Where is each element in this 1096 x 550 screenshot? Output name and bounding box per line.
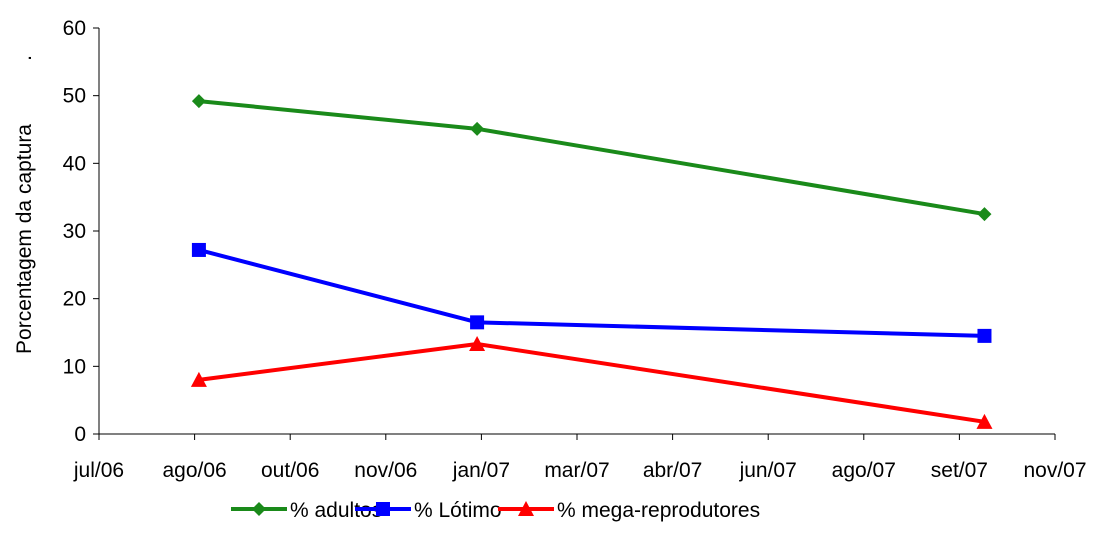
legend-label: % mega-reprodutores <box>557 499 760 522</box>
data-point <box>190 371 207 387</box>
legend-item: % Lótimo <box>355 499 502 522</box>
x-tick-label: jul/06 <box>73 459 124 482</box>
data-point <box>470 315 485 330</box>
legend-marker <box>518 501 534 516</box>
x-tick-label: out/06 <box>261 459 319 482</box>
legend-marker <box>252 502 266 516</box>
legend-marker <box>376 502 390 516</box>
x-tick-label: abr/07 <box>643 459 703 482</box>
series-1 <box>191 242 992 343</box>
y-axis-title-suffix: . <box>13 55 36 61</box>
y-tick-label: 50 <box>63 85 86 108</box>
x-tick-label: mar/07 <box>544 459 609 482</box>
data-point <box>191 242 206 257</box>
legend-label: % Lótimo <box>414 499 502 522</box>
y-tick-label: 30 <box>63 220 86 243</box>
legend: % adultos % Lótimo % mega-reprodutores <box>231 499 760 522</box>
y-axis-title: Porcentagem da captura <box>13 124 36 354</box>
series-lines <box>190 94 993 429</box>
data-point <box>976 413 993 429</box>
legend-item: % mega-reprodutores <box>498 499 760 522</box>
y-tick-label: 20 <box>63 288 86 311</box>
x-tick-label: nov/07 <box>1023 459 1086 482</box>
data-point <box>191 94 206 109</box>
y-tick-label: 60 <box>63 17 86 40</box>
x-tick-label: set/07 <box>931 459 988 482</box>
axes: 0 10 20 30 40 50 60 jul/06 ago/06 out/06 nov/06 jan… <box>13 17 1087 482</box>
legend-label: % adultos <box>290 499 382 522</box>
legend-item: % adultos <box>231 499 382 522</box>
y-tick-label: 10 <box>63 355 86 378</box>
series-line <box>198 99 985 217</box>
data-point <box>977 207 992 222</box>
y-tick-label: 40 <box>63 152 86 175</box>
series-2 <box>190 336 993 429</box>
data-point <box>977 328 992 343</box>
x-tick-label: nov/06 <box>354 459 417 482</box>
y-tick-label: 0 <box>74 423 86 446</box>
data-point <box>470 121 485 136</box>
x-tick-label: ago/07 <box>832 459 896 482</box>
x-tick-label: jun/07 <box>739 459 797 482</box>
x-tick-label: jan/07 <box>452 459 510 482</box>
series-line <box>198 342 985 424</box>
series-line <box>198 248 985 338</box>
x-tick-label: ago/06 <box>162 459 226 482</box>
data-point <box>469 336 486 352</box>
series-0 <box>191 94 992 222</box>
